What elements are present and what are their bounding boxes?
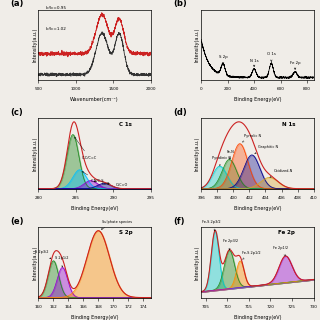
Y-axis label: Intensity(a.u.): Intensity(a.u.) [32, 28, 37, 62]
Text: Iᴅ/Iᴄ=1.02: Iᴅ/Iᴄ=1.02 [46, 27, 67, 31]
Text: Fe-S 2p1/2: Fe-S 2p1/2 [242, 251, 261, 259]
Text: Fe 2p3/2: Fe 2p3/2 [223, 238, 238, 250]
Text: O 1s: O 1s [267, 52, 276, 62]
Text: Fe-S 2p3/2: Fe-S 2p3/2 [202, 220, 221, 231]
X-axis label: Binding Energy(eV): Binding Energy(eV) [234, 97, 281, 102]
Text: (f): (f) [173, 217, 185, 226]
Text: (e): (e) [10, 217, 24, 226]
Y-axis label: Intensity(a.u.): Intensity(a.u.) [195, 28, 200, 62]
Y-axis label: Intensity(a.u.): Intensity(a.u.) [195, 245, 200, 280]
Y-axis label: Intensity(a.u.): Intensity(a.u.) [32, 136, 37, 171]
Y-axis label: Intensity(a.u.): Intensity(a.u.) [195, 136, 200, 171]
Text: Pyrrolic N: Pyrrolic N [242, 134, 261, 142]
Text: (a): (a) [10, 0, 24, 8]
X-axis label: Binding Energy(eV): Binding Energy(eV) [71, 315, 118, 320]
Text: (d): (d) [173, 108, 187, 117]
Y-axis label: Intensity(a.u.): Intensity(a.u.) [32, 245, 37, 280]
Text: C=O: C=O [94, 181, 110, 186]
Text: C-C/C=C: C-C/C=C [75, 137, 97, 160]
Text: Sulphate species: Sulphate species [101, 220, 132, 229]
Text: N 1s: N 1s [282, 122, 296, 126]
Text: Fe-N: Fe-N [227, 150, 235, 159]
Text: O-C=O: O-C=O [108, 183, 128, 187]
Text: Fe 2p: Fe 2p [290, 61, 300, 69]
Text: Oxidized-N: Oxidized-N [270, 169, 293, 177]
Text: (c): (c) [10, 108, 23, 117]
Text: S 2p3/2: S 2p3/2 [35, 250, 51, 259]
Text: S 2p: S 2p [119, 230, 133, 236]
X-axis label: Binding Energy(eV): Binding Energy(eV) [234, 206, 281, 211]
X-axis label: Binding Energy(eV): Binding Energy(eV) [234, 315, 281, 320]
Text: Pyridinic N: Pyridinic N [212, 156, 231, 166]
Text: Fe 2p: Fe 2p [278, 230, 294, 236]
X-axis label: Wavenumber(cm⁻¹): Wavenumber(cm⁻¹) [70, 97, 119, 102]
Text: S 2p1/2: S 2p1/2 [55, 256, 68, 267]
Text: C 1s: C 1s [119, 122, 132, 126]
Text: N 1s: N 1s [250, 59, 259, 67]
Text: S 2p: S 2p [219, 55, 228, 64]
X-axis label: Binding Energy(eV): Binding Energy(eV) [71, 206, 118, 211]
Text: Fe 2p1/2: Fe 2p1/2 [273, 246, 288, 256]
Text: Iᴅ/Iᴄ=0.95: Iᴅ/Iᴄ=0.95 [46, 6, 67, 10]
Text: C-N/C-S: C-N/C-S [82, 172, 104, 183]
Text: Graphitic N: Graphitic N [255, 145, 278, 154]
Text: (b): (b) [173, 0, 187, 8]
